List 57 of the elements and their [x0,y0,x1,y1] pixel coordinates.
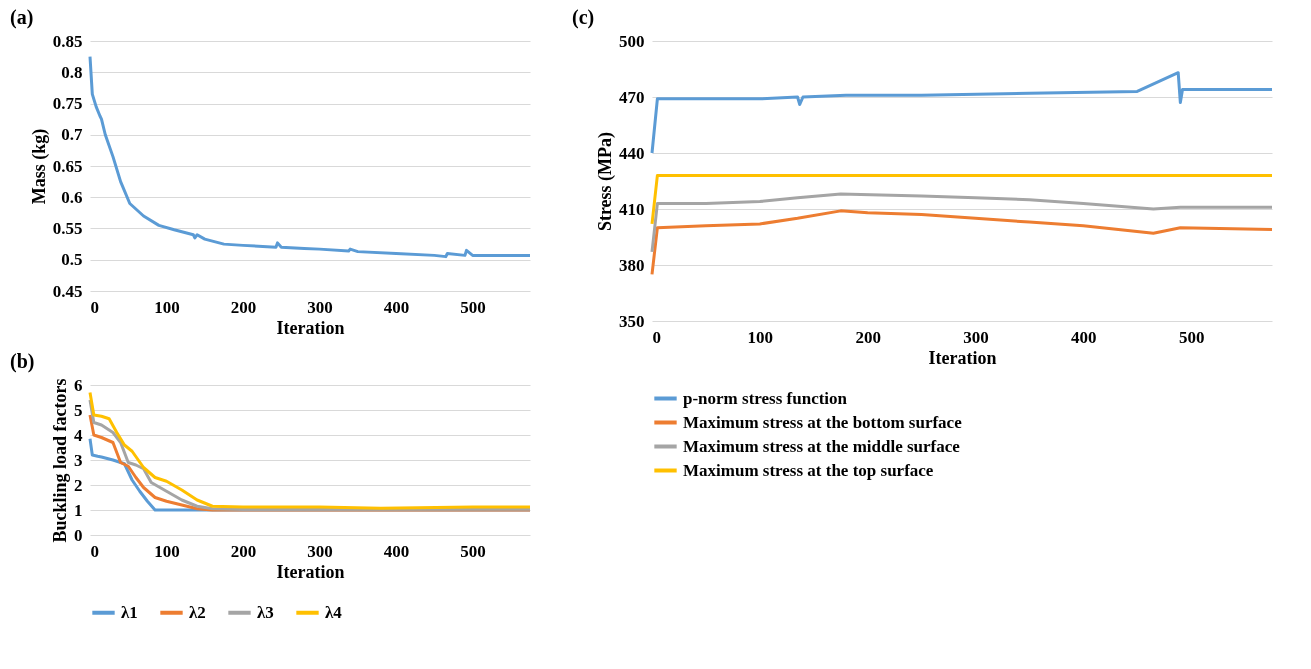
x-tick-label: 400 [1071,327,1097,347]
x-axis-title: Iteration [928,347,997,368]
y-axis-title: Stress (MPa) [595,131,616,232]
legend-label: Maximum stress at the middle surface [683,436,961,456]
y-tick-label: 0.55 [52,219,83,238]
y-tick-label: 4 [74,425,83,445]
x-tick-label: 100 [154,297,180,317]
x-tick-label: 500 [460,297,486,317]
x-tick-label: 400 [383,541,410,561]
y-tick-label: 440 [619,143,645,163]
y-tick-label: 350 [619,311,645,331]
x-tick-label: 500 [1178,327,1205,347]
legend-label: λ4 [325,602,343,622]
x-tick-label: 0 [652,327,661,347]
legend-label: p-norm stress function [683,388,848,408]
y-tick-label: 3 [74,450,83,470]
x-tick-label: 200 [230,297,257,317]
x-tick-label: 500 [460,541,486,561]
y-tick-label: 0.7 [61,125,83,145]
y-tick-label: 1 [74,500,83,520]
x-tick-label: 100 [154,541,180,561]
x-tick-label: 200 [855,327,881,347]
y-tick-label: 380 [619,255,645,275]
y-tick-label: 0.65 [52,156,83,176]
y-tick-label: 0.5 [61,250,83,270]
x-tick-label: 0 [90,541,99,561]
x-axis-title: Iteration [276,561,345,582]
y-axis-title: Mass (kg) [28,128,50,205]
x-tick-label: 0 [90,297,99,317]
y-tick-label: 2 [74,475,83,495]
chart-title: (a) [10,6,34,29]
x-tick-label: 300 [307,541,333,561]
legend-label: Maximum stress at the bottom surface [683,412,963,432]
y-tick-label: 0.45 [52,281,83,301]
legend-label: λ1 [121,602,138,622]
y-tick-label: 0.75 [52,94,83,113]
legend-label: Maximum stress at the top surface [683,460,934,480]
x-tick-label: 300 [307,297,333,317]
x-tick-label: 200 [230,541,257,561]
y-tick-label: 0 [74,525,83,545]
x-tick-label: 300 [963,327,989,347]
y-tick-label: 5 [74,400,83,420]
x-tick-label: 400 [383,297,410,317]
legend-label: λ2 [189,602,206,622]
chart-title: (b) [10,350,35,373]
x-tick-label: 100 [747,327,774,347]
y-tick-label: 0.8 [61,62,83,82]
legend-label: λ3 [257,602,274,622]
y-tick-label: 0.85 [52,31,83,51]
y-tick-label: 6 [74,375,83,395]
y-tick-label: 410 [619,199,645,219]
x-axis-title: Iteration [276,317,345,338]
y-tick-label: 500 [619,31,645,51]
y-axis-title: Buckling load factors [50,378,70,543]
y-tick-label: 470 [619,87,645,107]
chart-title: (c) [572,6,595,29]
y-tick-label: 0.6 [61,187,83,207]
